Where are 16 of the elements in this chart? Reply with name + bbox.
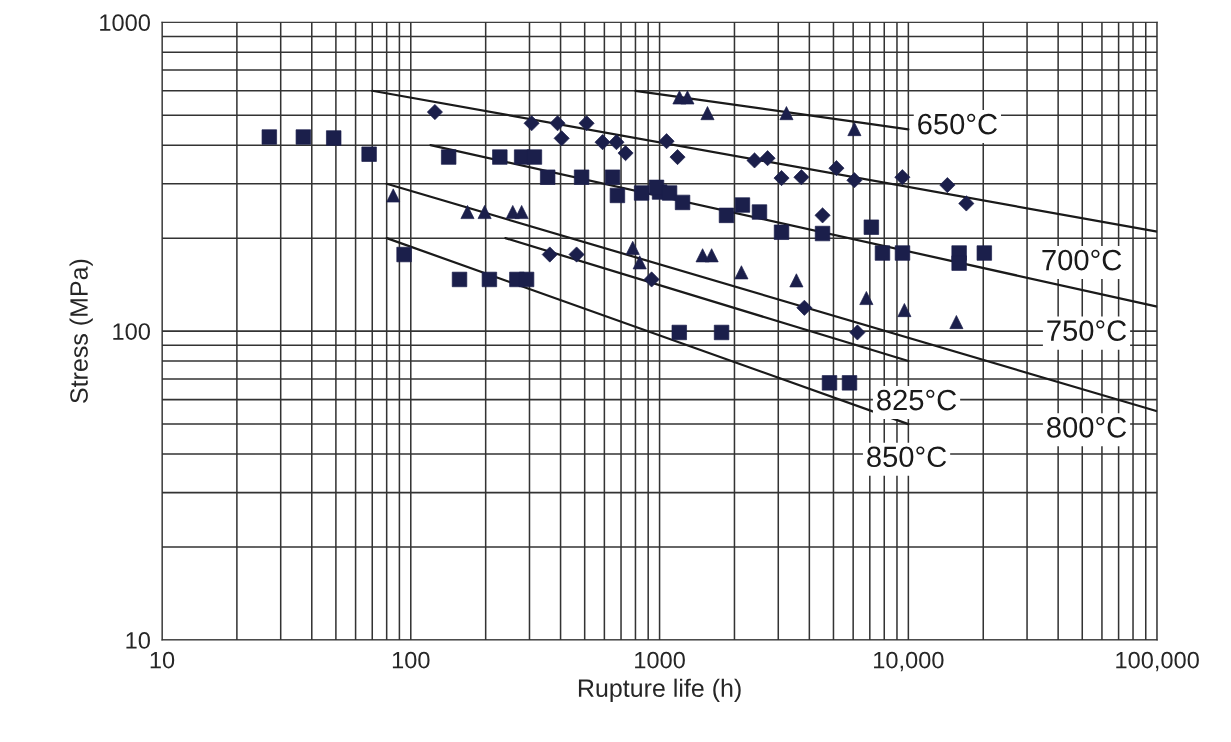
y-tick-label: 10 — [126, 632, 150, 649]
annotation: 825°C — [877, 389, 957, 411]
x-tick-label: 10,000 — [874, 651, 944, 672]
annotation: 650°C — [918, 113, 997, 135]
annotation: 700°C — [1042, 249, 1122, 271]
annotation: 850°C — [867, 446, 947, 468]
annotation: 750°C — [1047, 320, 1127, 341]
y-tick-label: 100 — [113, 323, 150, 340]
x-tick-label: 100,000 — [1116, 651, 1199, 672]
x-tick-label: 100 — [392, 651, 430, 669]
x-tick-label: 10 — [150, 651, 175, 669]
y-tick-label: 1000 — [100, 14, 150, 32]
x-tick-label: 1000 — [635, 651, 685, 669]
x-axis-title: Rupture life (h) — [578, 678, 741, 702]
y-axis-title: Stress (MPa) — [69, 259, 93, 403]
annotation: 800°C — [1047, 417, 1127, 438]
